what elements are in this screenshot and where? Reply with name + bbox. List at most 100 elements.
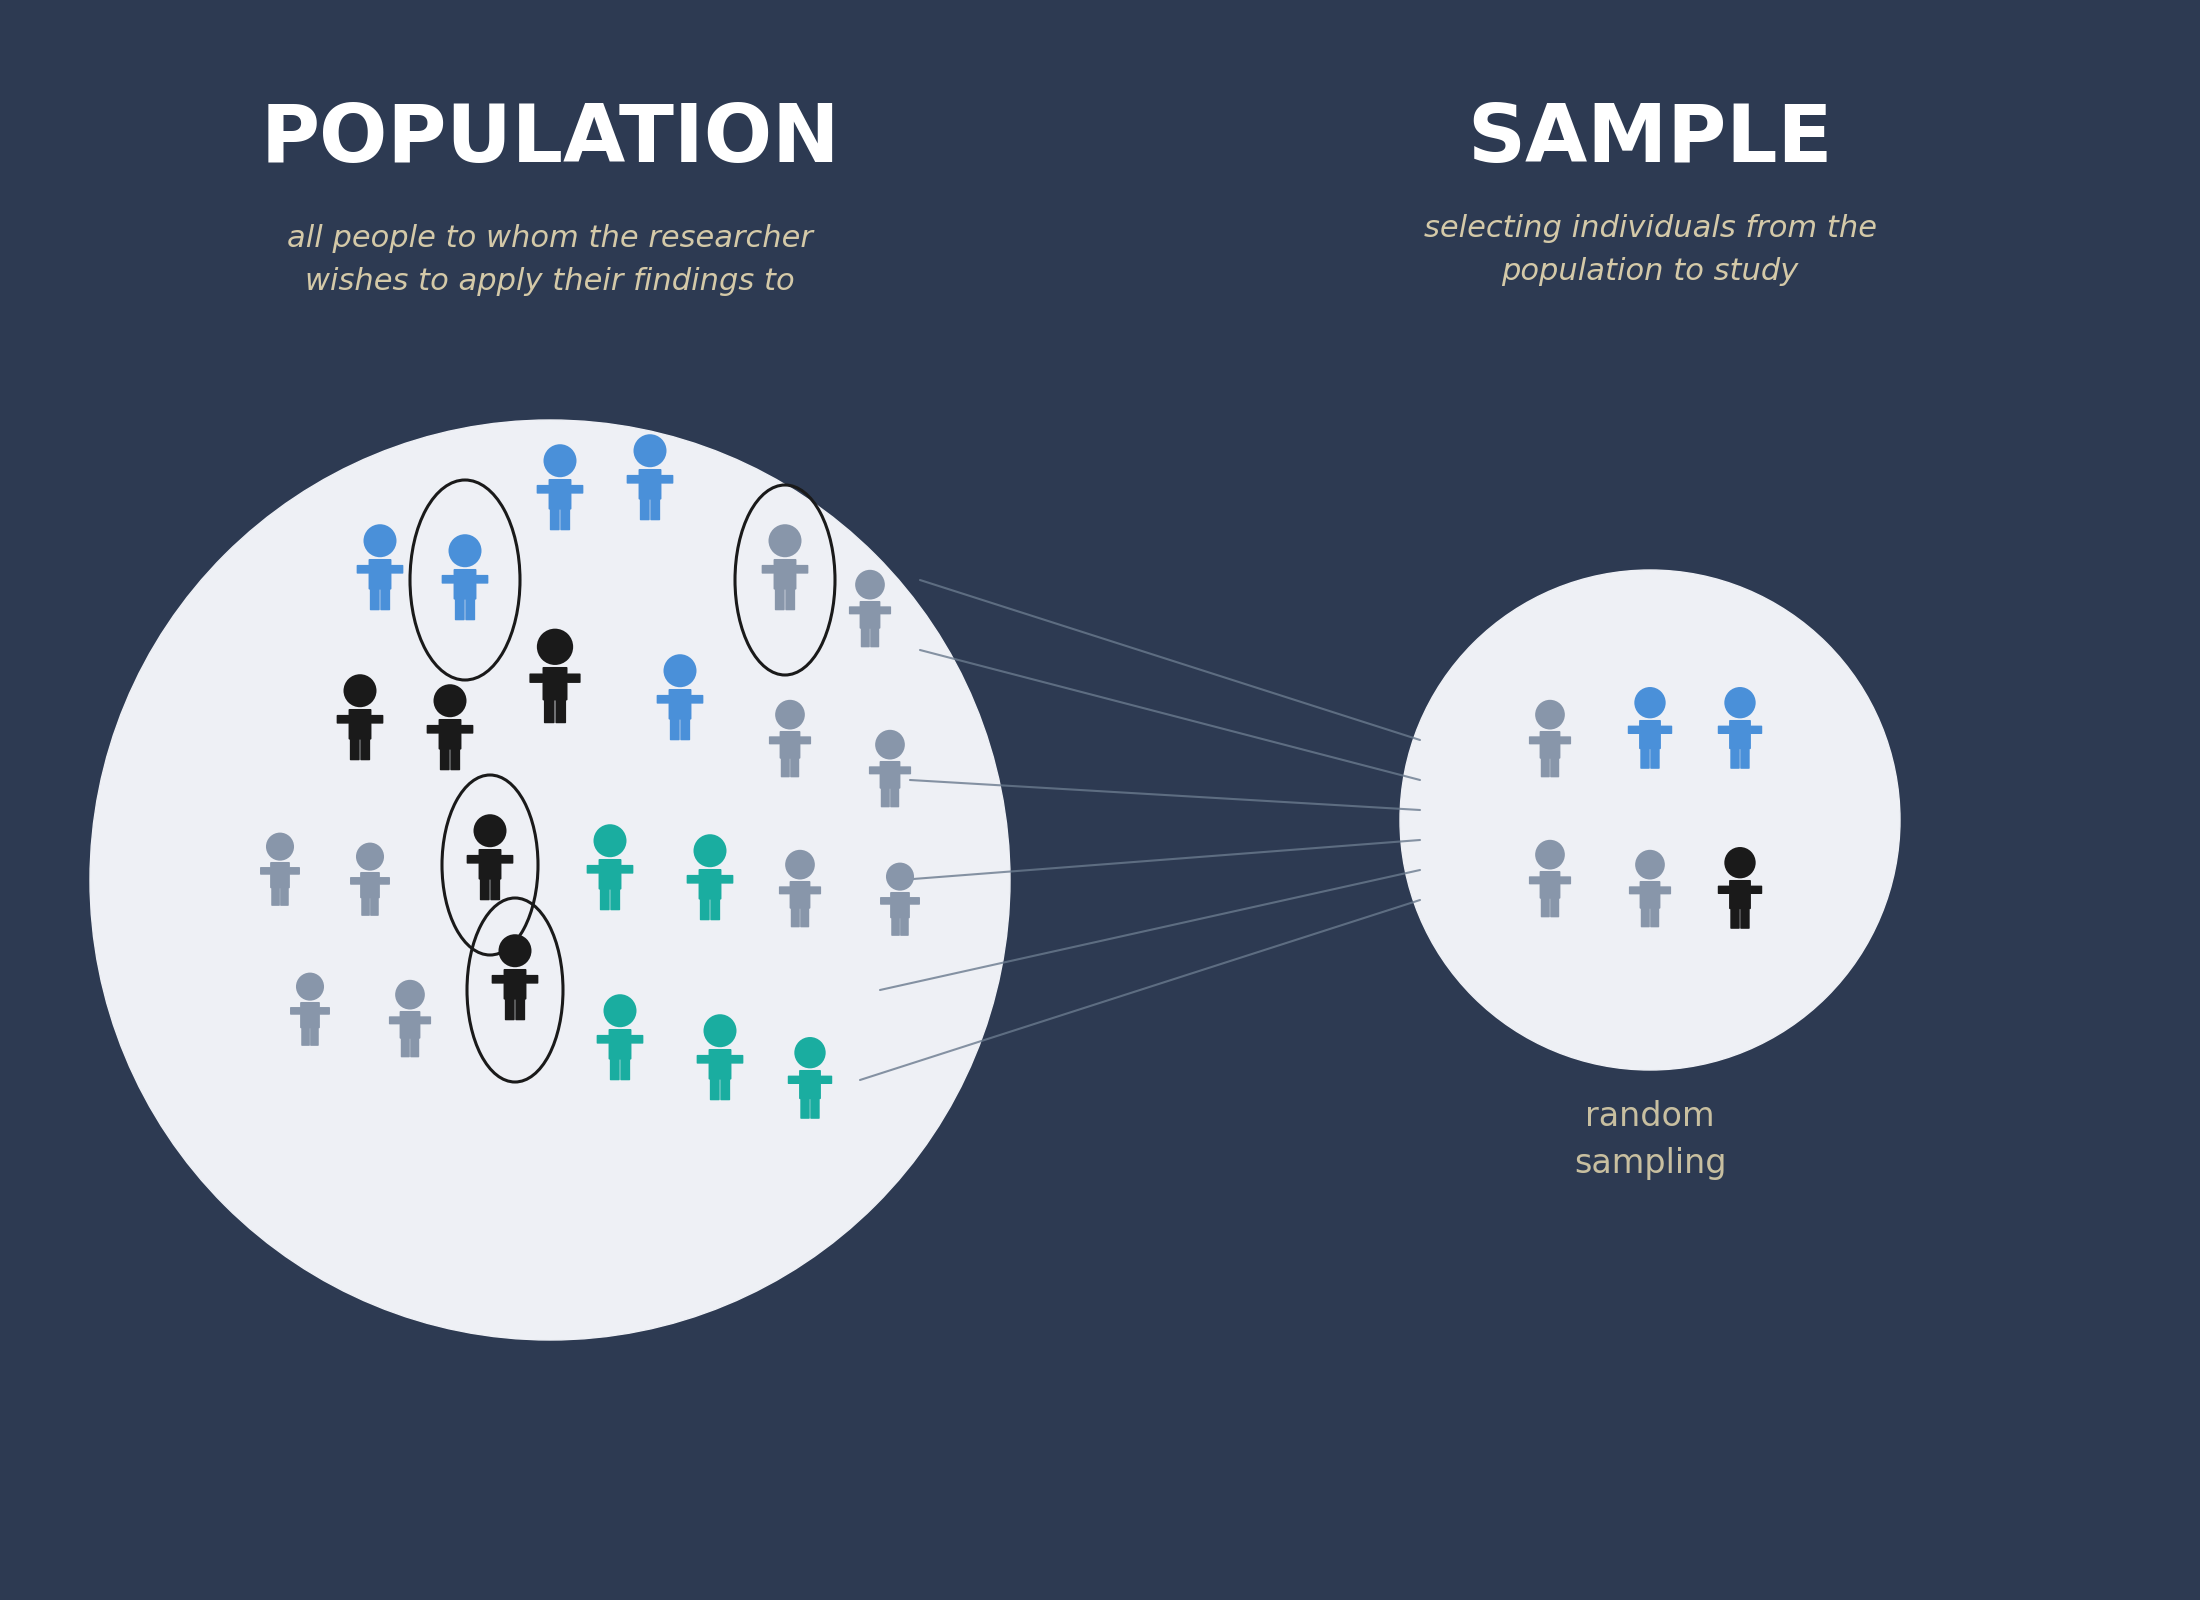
FancyBboxPatch shape [796, 565, 807, 574]
FancyBboxPatch shape [1729, 720, 1751, 749]
FancyBboxPatch shape [779, 886, 790, 894]
FancyBboxPatch shape [660, 475, 673, 483]
FancyBboxPatch shape [880, 898, 891, 904]
FancyBboxPatch shape [1551, 898, 1560, 917]
Text: all people to whom the researcher
wishes to apply their findings to: all people to whom the researcher wishes… [286, 224, 814, 296]
FancyBboxPatch shape [515, 998, 526, 1021]
FancyBboxPatch shape [774, 587, 785, 610]
FancyBboxPatch shape [708, 1050, 730, 1080]
FancyBboxPatch shape [719, 1078, 730, 1101]
FancyBboxPatch shape [770, 736, 781, 744]
FancyBboxPatch shape [350, 738, 361, 760]
FancyBboxPatch shape [427, 725, 440, 734]
FancyBboxPatch shape [1751, 886, 1762, 894]
FancyBboxPatch shape [601, 888, 609, 910]
Circle shape [356, 843, 385, 870]
FancyBboxPatch shape [348, 709, 372, 739]
FancyBboxPatch shape [319, 1006, 330, 1014]
FancyBboxPatch shape [722, 875, 733, 883]
FancyBboxPatch shape [1641, 907, 1650, 928]
FancyBboxPatch shape [451, 747, 460, 770]
FancyBboxPatch shape [869, 766, 880, 774]
Circle shape [449, 534, 482, 568]
FancyBboxPatch shape [1628, 726, 1639, 734]
FancyBboxPatch shape [680, 718, 691, 741]
FancyBboxPatch shape [640, 498, 649, 520]
FancyBboxPatch shape [543, 667, 568, 701]
FancyBboxPatch shape [799, 736, 812, 744]
FancyBboxPatch shape [810, 1098, 821, 1118]
FancyBboxPatch shape [880, 762, 900, 789]
FancyBboxPatch shape [1551, 757, 1560, 778]
FancyBboxPatch shape [392, 565, 403, 574]
FancyBboxPatch shape [537, 485, 550, 494]
FancyBboxPatch shape [288, 867, 299, 875]
FancyBboxPatch shape [530, 674, 543, 683]
FancyBboxPatch shape [1560, 877, 1571, 885]
FancyBboxPatch shape [1628, 886, 1641, 894]
FancyBboxPatch shape [561, 507, 570, 530]
FancyBboxPatch shape [711, 898, 719, 920]
FancyBboxPatch shape [909, 898, 920, 904]
FancyBboxPatch shape [609, 1029, 631, 1059]
FancyBboxPatch shape [711, 1078, 719, 1101]
Circle shape [856, 570, 884, 600]
FancyBboxPatch shape [1740, 747, 1749, 770]
Circle shape [693, 834, 726, 867]
FancyBboxPatch shape [1729, 880, 1751, 909]
FancyBboxPatch shape [370, 558, 392, 589]
FancyBboxPatch shape [900, 766, 911, 774]
FancyBboxPatch shape [810, 886, 821, 894]
FancyBboxPatch shape [290, 1006, 301, 1014]
FancyBboxPatch shape [301, 1027, 310, 1046]
FancyBboxPatch shape [891, 891, 911, 918]
FancyBboxPatch shape [730, 1054, 744, 1064]
FancyBboxPatch shape [1529, 877, 1540, 885]
FancyBboxPatch shape [891, 787, 900, 808]
FancyBboxPatch shape [409, 1037, 420, 1058]
FancyBboxPatch shape [1639, 720, 1661, 749]
FancyBboxPatch shape [466, 598, 475, 621]
Circle shape [664, 654, 697, 688]
FancyBboxPatch shape [1740, 907, 1749, 930]
Circle shape [363, 525, 396, 557]
FancyBboxPatch shape [271, 862, 290, 888]
FancyBboxPatch shape [656, 694, 669, 704]
FancyBboxPatch shape [774, 558, 796, 589]
FancyBboxPatch shape [310, 1027, 319, 1046]
FancyBboxPatch shape [370, 587, 381, 610]
FancyBboxPatch shape [356, 565, 370, 574]
Circle shape [876, 730, 904, 760]
Circle shape [1725, 686, 1756, 718]
Circle shape [1635, 686, 1665, 718]
FancyBboxPatch shape [475, 574, 488, 584]
FancyBboxPatch shape [700, 898, 711, 920]
FancyBboxPatch shape [598, 859, 620, 890]
FancyBboxPatch shape [779, 731, 801, 758]
FancyBboxPatch shape [1639, 882, 1661, 909]
Circle shape [768, 525, 801, 557]
Circle shape [785, 850, 814, 880]
FancyBboxPatch shape [785, 587, 794, 610]
FancyBboxPatch shape [453, 570, 477, 600]
FancyBboxPatch shape [686, 875, 700, 883]
Circle shape [543, 445, 576, 477]
FancyBboxPatch shape [821, 1075, 832, 1085]
FancyBboxPatch shape [651, 498, 660, 520]
Circle shape [266, 832, 295, 861]
FancyBboxPatch shape [271, 886, 279, 906]
FancyBboxPatch shape [700, 869, 722, 899]
FancyBboxPatch shape [1661, 726, 1672, 734]
Text: SAMPLE: SAMPLE [1467, 101, 1833, 179]
FancyBboxPatch shape [370, 896, 378, 915]
FancyBboxPatch shape [801, 907, 810, 928]
FancyBboxPatch shape [691, 694, 704, 704]
Circle shape [1536, 699, 1564, 730]
FancyBboxPatch shape [860, 602, 880, 629]
FancyBboxPatch shape [1560, 736, 1571, 744]
FancyBboxPatch shape [790, 757, 799, 778]
FancyBboxPatch shape [400, 1037, 409, 1058]
FancyBboxPatch shape [638, 469, 662, 499]
FancyBboxPatch shape [788, 1075, 801, 1085]
Circle shape [603, 994, 636, 1027]
